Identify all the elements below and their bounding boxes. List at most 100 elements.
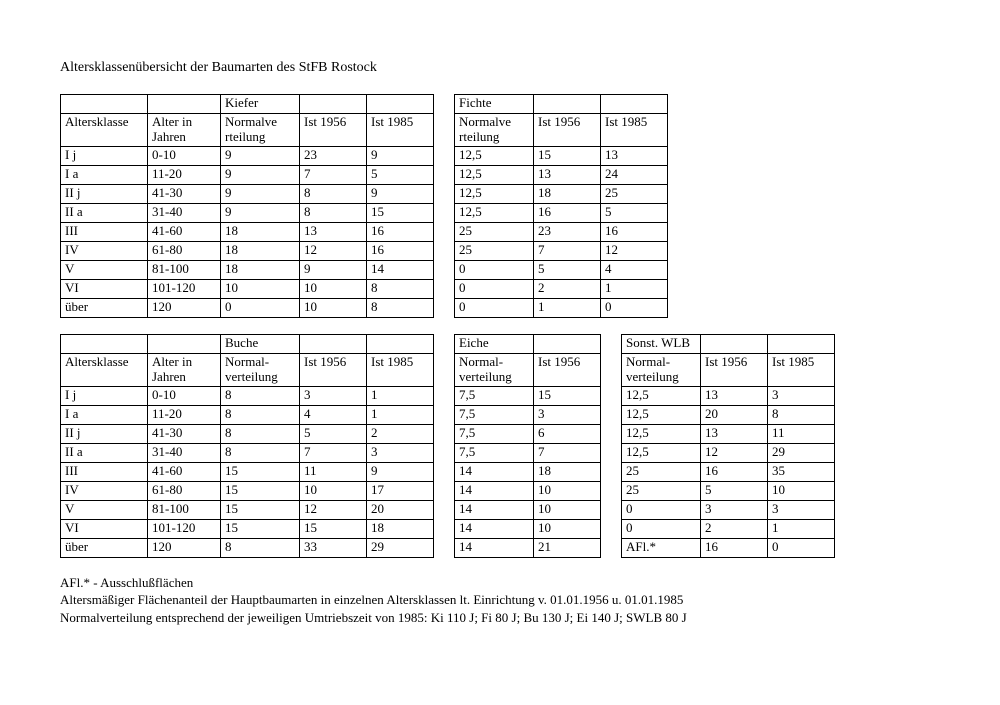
data-cell: 81-100	[148, 260, 221, 279]
table-row: V81-10018914054	[61, 260, 668, 279]
data-cell: 10	[300, 481, 367, 500]
data-cell: 9	[221, 184, 300, 203]
spacer-cell	[434, 462, 455, 481]
group-header: Eiche	[455, 334, 534, 353]
data-cell: 7,5	[455, 405, 534, 424]
data-cell: VI	[61, 279, 148, 298]
data-cell: 3	[768, 500, 835, 519]
group-header: Sonst. WLB	[622, 334, 701, 353]
table-row: I j0-108317,51512,5133	[61, 386, 835, 405]
footnotes: AFl.* - Ausschlußflächen Altersmäßiger F…	[60, 574, 950, 627]
data-cell: 14	[455, 500, 534, 519]
data-cell: 0	[455, 260, 534, 279]
data-cell: 101-120	[148, 279, 221, 298]
data-cell: 2	[534, 279, 601, 298]
data-cell: 41-60	[148, 222, 221, 241]
data-cell: 15	[221, 519, 300, 538]
data-cell: 12,5	[455, 165, 534, 184]
data-cell: 10	[300, 298, 367, 317]
data-cell: 0	[768, 538, 835, 557]
data-cell: 8	[300, 203, 367, 222]
spacer-cell	[434, 184, 455, 203]
table-row: V81-1001512201410033	[61, 500, 835, 519]
group-header: Buche	[221, 334, 300, 353]
spacer-cell	[434, 500, 455, 519]
data-cell: 4	[601, 260, 668, 279]
data-cell: 1	[367, 405, 434, 424]
table-row: IV61-8018121625712	[61, 241, 668, 260]
data-cell: 8	[221, 424, 300, 443]
data-cell: 7	[300, 443, 367, 462]
column-header: Normal- verteilung	[455, 353, 534, 386]
footnote-afl: AFl.* - Ausschlußflächen	[60, 574, 950, 592]
data-cell: 9	[221, 165, 300, 184]
data-cell: 10	[534, 500, 601, 519]
spacer-cell	[434, 165, 455, 184]
data-cell: 13	[701, 424, 768, 443]
data-cell: 12,5	[622, 386, 701, 405]
data-cell: 3	[300, 386, 367, 405]
data-cell: 18	[221, 260, 300, 279]
data-cell: 41-30	[148, 184, 221, 203]
column-header: Ist 1985	[601, 114, 668, 147]
data-cell: 29	[768, 443, 835, 462]
data-cell: über	[61, 298, 148, 317]
column-header: Normal- verteilung	[221, 353, 300, 386]
spacer-cell	[434, 405, 455, 424]
data-cell: 5	[701, 481, 768, 500]
data-cell: 14	[455, 481, 534, 500]
data-cell: 1	[534, 298, 601, 317]
spacer-cell	[434, 481, 455, 500]
data-cell: 7,5	[455, 443, 534, 462]
data-cell: 9	[300, 260, 367, 279]
data-cell: 14	[455, 538, 534, 557]
empty-cell	[768, 334, 835, 353]
data-cell: 25	[455, 222, 534, 241]
empty-cell	[61, 334, 148, 353]
data-cell: 81-100	[148, 500, 221, 519]
column-header: Alter in Jahren	[148, 353, 221, 386]
table-row: IV61-80151017141025510	[61, 481, 835, 500]
data-cell: 120	[148, 538, 221, 557]
data-cell: 11-20	[148, 165, 221, 184]
spacer-cell	[601, 405, 622, 424]
data-cell: über	[61, 538, 148, 557]
empty-cell	[534, 334, 601, 353]
table-row: III41-60181316252316	[61, 222, 668, 241]
data-cell: 2	[701, 519, 768, 538]
data-cell: 14	[455, 519, 534, 538]
data-cell: 16	[701, 462, 768, 481]
data-cell: 0	[221, 298, 300, 317]
empty-cell	[534, 95, 601, 114]
group-header: Fichte	[455, 95, 534, 114]
data-cell: 1	[768, 519, 835, 538]
column-header: Ist 1985	[367, 353, 434, 386]
column-header: Ist 1985	[367, 114, 434, 147]
data-cell: 12	[300, 500, 367, 519]
data-cell: 35	[768, 462, 835, 481]
data-cell: 18	[534, 462, 601, 481]
data-cell: II j	[61, 424, 148, 443]
data-cell: IV	[61, 241, 148, 260]
data-cell: 15	[534, 386, 601, 405]
data-cell: 15	[300, 519, 367, 538]
data-cell: 13	[534, 165, 601, 184]
data-cell: 5	[300, 424, 367, 443]
data-cell: 25	[622, 481, 701, 500]
data-cell: 18	[221, 222, 300, 241]
data-cell: I j	[61, 386, 148, 405]
data-cell: 12,5	[622, 443, 701, 462]
data-cell: 0	[601, 298, 668, 317]
data-cell: 1	[601, 279, 668, 298]
data-cell: 6	[534, 424, 601, 443]
data-cell: 25	[601, 184, 668, 203]
table-row: über1200108010	[61, 298, 668, 317]
data-cell: 12	[701, 443, 768, 462]
data-cell: 13	[701, 386, 768, 405]
column-header: Ist 1956	[701, 353, 768, 386]
table-row: über120833291421AFl.*160	[61, 538, 835, 557]
data-cell: 8	[221, 386, 300, 405]
data-cell: 10	[300, 279, 367, 298]
data-cell: 9	[221, 146, 300, 165]
data-cell: 24	[601, 165, 668, 184]
